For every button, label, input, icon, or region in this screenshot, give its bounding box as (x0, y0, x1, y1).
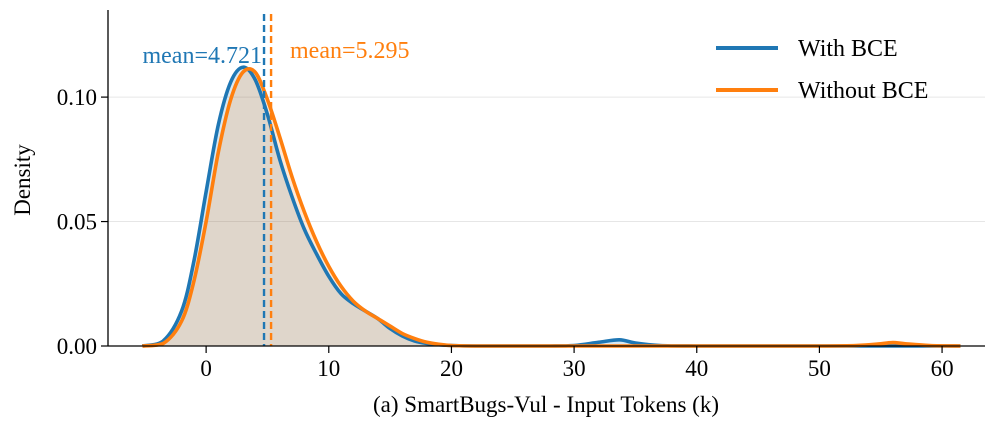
density-fills (142, 67, 961, 347)
x-tick-label-5: 50 (808, 356, 831, 381)
legend-label-without-bce: Without BCE (798, 78, 928, 104)
x-tick-label-6: 60 (931, 356, 954, 381)
y-tick-label-1: 0.05 (57, 210, 97, 235)
x-tick-label-2: 20 (440, 356, 463, 381)
grid-lines (108, 96, 985, 223)
x-tick-label-4: 40 (685, 356, 708, 381)
y-tick-label-2: 0.10 (57, 85, 97, 110)
density-area-with-bce (142, 67, 961, 347)
axes (107, 10, 985, 347)
legend: With BCE Without BCE (716, 36, 928, 104)
mean-lines (262, 14, 273, 346)
mean-annotation-with-bce: mean=4.721 (142, 43, 262, 69)
legend-label-with-bce: With BCE (798, 36, 898, 62)
x-tick-label-1: 10 (317, 356, 340, 381)
x-tick-label-3: 30 (563, 356, 586, 381)
mean-annotation-without-bce: mean=5.295 (290, 38, 410, 64)
y-axis-label: Density (10, 144, 35, 216)
y-tick-label-0: 0.00 (57, 334, 97, 359)
tick-labels: 0 10 20 30 40 50 60 0.00 0.05 0.10 (57, 85, 954, 381)
x-tick-label-0: 0 (200, 356, 212, 381)
x-axis-label: (a) SmartBugs-Vul - Input Tokens (k) (373, 392, 719, 417)
density-area-without-bce (142, 68, 961, 347)
